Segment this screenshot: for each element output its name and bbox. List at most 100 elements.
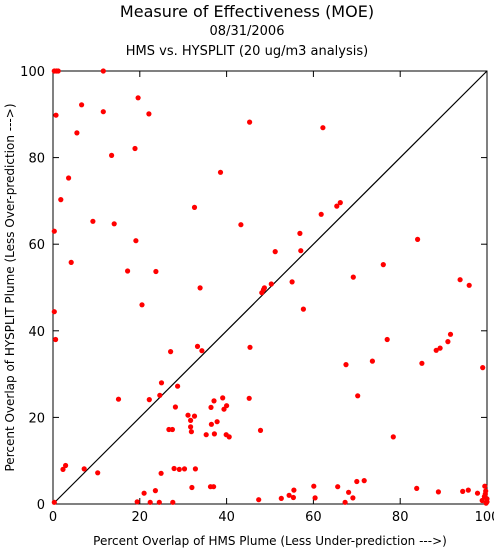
data-point (133, 238, 139, 244)
data-point (146, 397, 152, 403)
data-point (291, 487, 297, 493)
data-point (139, 302, 145, 308)
data-point (297, 230, 303, 236)
data-point (484, 496, 490, 502)
data-point (156, 499, 162, 505)
data-point (74, 130, 80, 136)
data-point (203, 432, 209, 438)
data-point (419, 360, 425, 366)
data-point (188, 429, 194, 435)
x-tick-label: 80 (392, 510, 409, 525)
data-point (189, 484, 195, 491)
data-point (152, 488, 158, 494)
data-point (158, 380, 165, 386)
data-point (208, 404, 214, 410)
data-point (68, 259, 74, 265)
data-point (60, 466, 66, 472)
data-point (115, 396, 122, 402)
data-point (298, 248, 304, 254)
data-point (414, 485, 420, 491)
data-point (480, 365, 486, 371)
data-point (168, 349, 174, 355)
data-point (172, 404, 178, 410)
data-point (466, 282, 472, 288)
data-point (433, 347, 439, 353)
data-point (95, 470, 101, 476)
data-point (318, 211, 324, 217)
data-point (256, 497, 262, 503)
data-point (226, 434, 232, 440)
data-point (63, 462, 69, 469)
data-point (125, 268, 131, 274)
data-point (272, 249, 278, 255)
x-tick-label: 100 (475, 510, 494, 525)
data-point (157, 392, 163, 398)
data-point (51, 228, 57, 234)
data-point (188, 417, 194, 423)
y-axis-ticks: 0 20 40 60 80 100 (20, 65, 487, 513)
data-point (79, 102, 85, 108)
data-point (380, 262, 386, 268)
data-point (146, 111, 152, 117)
data-point (214, 419, 220, 425)
data-point (109, 152, 115, 158)
data-point (278, 495, 284, 501)
data-point (158, 470, 164, 476)
data-point (58, 197, 64, 203)
data-point (199, 348, 205, 354)
data-point (197, 285, 203, 291)
data-point (311, 483, 317, 489)
chart-title: Measure of Effectiveness (MOE) (119, 2, 375, 21)
plot-area (52, 70, 488, 505)
data-point (53, 112, 59, 118)
data-point (474, 490, 481, 496)
data-point (355, 393, 361, 399)
data-point (460, 488, 466, 494)
data-point (415, 236, 421, 242)
data-point (479, 497, 485, 504)
y-tick-label: 80 (28, 152, 45, 167)
data-point (361, 478, 367, 484)
data-point (447, 331, 454, 337)
data-point (320, 125, 326, 131)
data-point (171, 465, 177, 472)
data-point (147, 499, 153, 505)
data-point (290, 494, 296, 501)
data-point (342, 499, 348, 505)
data-point (482, 491, 488, 497)
x-tick-label: 20 (132, 510, 149, 525)
data-point (141, 490, 147, 496)
x-tick-label: 40 (218, 510, 235, 525)
data-point (191, 204, 198, 210)
data-point (211, 431, 217, 437)
data-point (343, 362, 349, 368)
data-point (66, 175, 72, 181)
data-point (247, 344, 253, 350)
x-axis-ticks: 0 20 40 60 80 100 (49, 71, 494, 525)
data-point (55, 68, 61, 74)
data-point (53, 336, 59, 343)
data-point (135, 95, 141, 101)
data-point (286, 492, 292, 498)
data-point (194, 343, 201, 349)
data-points (51, 68, 490, 506)
data-point (100, 109, 106, 115)
data-point (337, 200, 343, 206)
data-point (181, 466, 188, 472)
y-tick-label: 100 (20, 65, 45, 80)
data-point (312, 495, 318, 501)
data-point (188, 424, 194, 430)
data-point (169, 426, 175, 433)
data-point (435, 489, 441, 495)
y-tick-label: 20 (28, 411, 45, 426)
data-point (268, 281, 274, 287)
y-tick-label: 0 (37, 498, 45, 513)
data-point (437, 345, 443, 351)
data-point (346, 489, 352, 495)
data-point (90, 218, 96, 224)
data-point (238, 222, 244, 228)
x-tick-label: 60 (305, 510, 322, 525)
data-point (192, 466, 198, 472)
data-point (350, 495, 356, 501)
